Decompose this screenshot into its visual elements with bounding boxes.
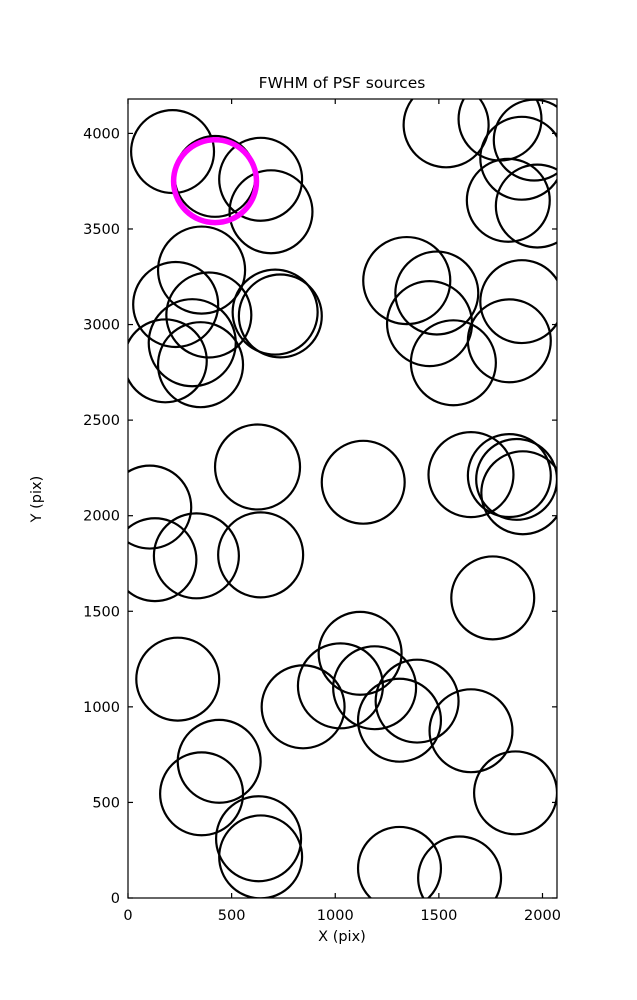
psf-source-circle — [417, 835, 503, 898]
psf-source-circle — [428, 688, 514, 774]
y-tick-label: 1000 — [83, 700, 120, 716]
psf-source-circle — [402, 99, 490, 169]
psf-source-circle — [466, 298, 552, 384]
y-tick-label: 1500 — [83, 604, 120, 620]
psf-source-circle — [479, 115, 557, 201]
psf-source-circle — [260, 664, 346, 750]
psf-source-circle — [356, 677, 443, 763]
y-tick-label: 3500 — [83, 222, 120, 238]
psf-source-circle — [152, 512, 240, 600]
x-axis-label: X (pix) — [318, 929, 366, 945]
psf-source-circle — [214, 795, 303, 883]
psf-source-circle — [427, 431, 515, 519]
psf-source-circle — [132, 260, 220, 349]
y-tick-label: 2000 — [83, 509, 120, 525]
psf-source-circle — [479, 259, 557, 345]
highlighted-source-circle — [170, 136, 260, 226]
x-tick-label: 2000 — [524, 908, 561, 924]
x-tick-label: 0 — [123, 908, 132, 924]
psf-source-circle — [320, 439, 406, 525]
y-axis-label: Y (pix) — [29, 476, 45, 524]
y-tick-label: 2500 — [83, 413, 120, 429]
psf-source-circle — [128, 464, 193, 550]
psf-source-circle — [409, 319, 497, 407]
psf-source-circle — [128, 318, 208, 404]
psf-source-circle — [159, 751, 245, 837]
x-tick-label: 500 — [218, 908, 246, 924]
psf-source-circle — [362, 235, 452, 326]
axes-frame — [127, 98, 558, 899]
x-tick-label: 1000 — [317, 908, 354, 924]
psf-source-circle — [228, 169, 314, 255]
psf-source-circle — [480, 450, 557, 536]
psf-source-circle — [156, 321, 245, 409]
y-tick-label: 0 — [111, 891, 120, 907]
page-title: FWHM of PSF sources — [259, 74, 426, 92]
psf-source-circle — [218, 814, 304, 898]
psf-source-circle — [394, 250, 480, 336]
psf-source-circle — [466, 433, 552, 519]
psf-source-circle — [356, 825, 443, 898]
psf-source-circle — [213, 423, 302, 511]
axis-ticks-layer: 0 500 1000 1500 2000 0 500 1000 1500 2000 2500 3000… — [83, 99, 561, 924]
psf-source-circle — [231, 268, 319, 356]
psf-source-circle — [332, 645, 418, 731]
psf-source-circle — [156, 225, 247, 315]
psf-source-circle — [218, 136, 304, 222]
y-tick-label: 500 — [92, 795, 120, 811]
psf-source-circle — [176, 718, 262, 804]
psf-source-circle — [374, 658, 460, 744]
psf-source-circle — [450, 555, 536, 641]
data-markers-layer — [128, 99, 557, 898]
psf-source-circle — [492, 99, 557, 182]
psf-source-circle — [296, 642, 385, 730]
psf-source-circle — [135, 636, 221, 722]
psf-source-circle — [237, 273, 323, 359]
y-tick-label: 3000 — [83, 318, 120, 334]
psf-source-circle — [128, 517, 198, 603]
psf-source-circle — [165, 271, 253, 359]
psf-source-circle — [217, 511, 305, 599]
psf-source-circle — [465, 157, 551, 243]
psf-source-circle — [317, 610, 403, 696]
psf-source-circle — [475, 437, 557, 521]
psf-source-circle — [494, 163, 557, 249]
x-tick-label: 1500 — [420, 908, 457, 924]
y-tick-label: 4000 — [83, 126, 120, 142]
